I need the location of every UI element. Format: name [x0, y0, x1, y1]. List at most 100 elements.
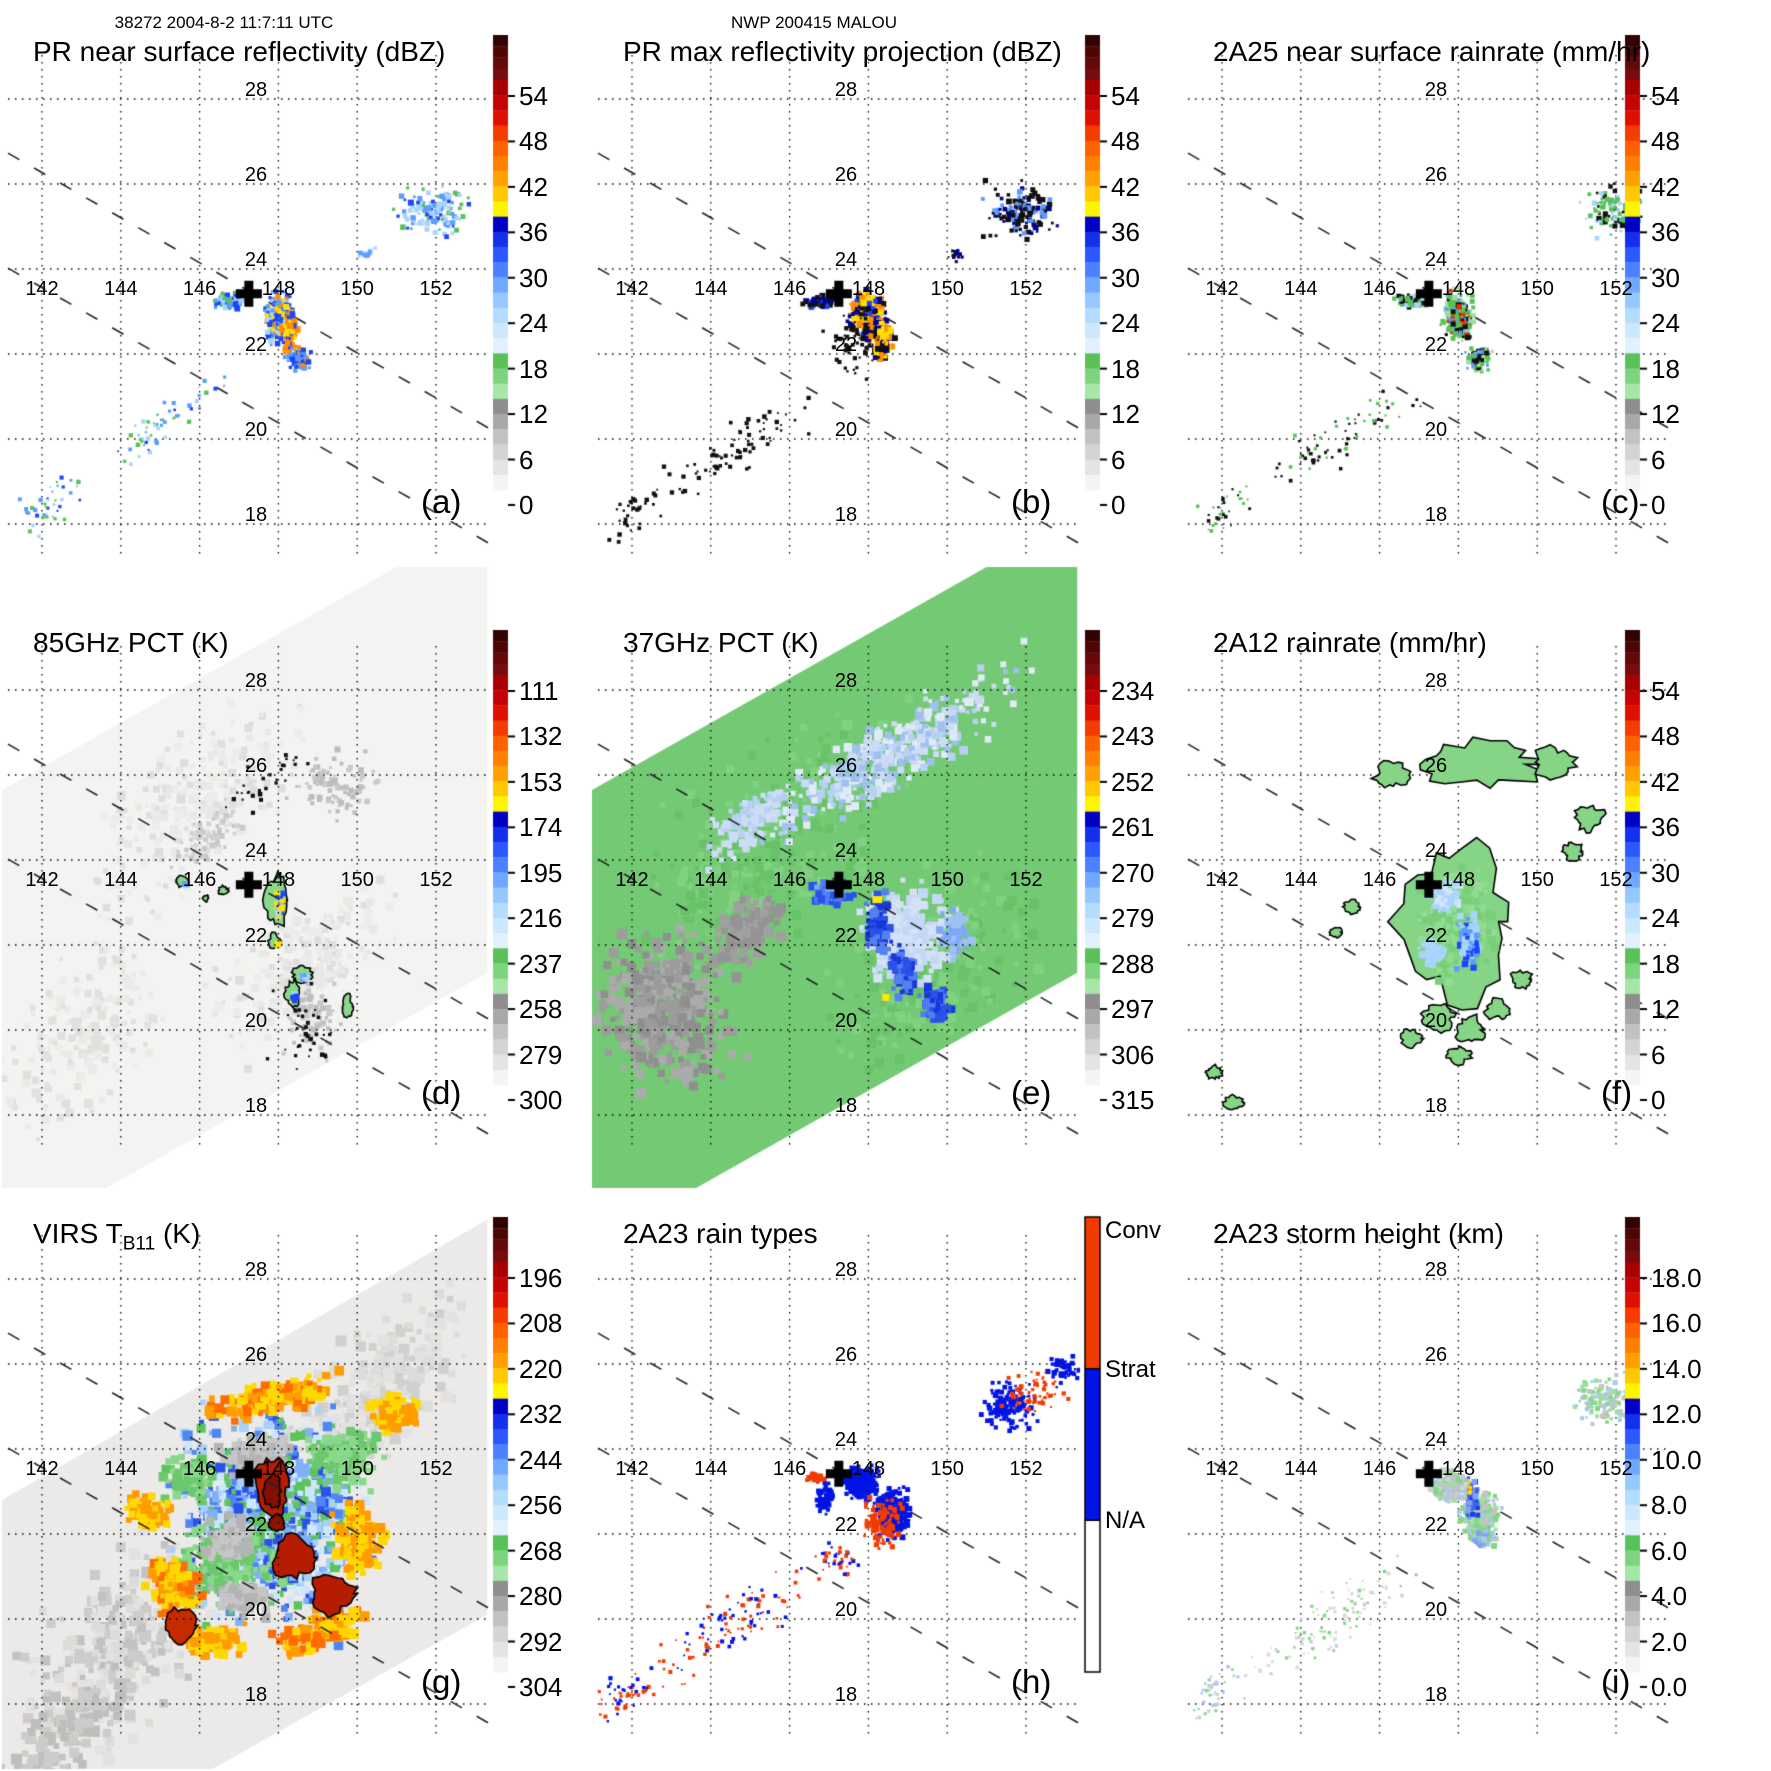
- colorbar-tick-label: 153: [519, 766, 563, 797]
- panel-pr-near-surface-reflectivity: 38272 2004-8-2 11:7:11 UTC PR near surfa…: [0, 0, 590, 565]
- colorbar-tick-label: 4.0: [1651, 1581, 1688, 1612]
- colorbar-tick-label: 18: [1651, 353, 1680, 384]
- colorbar-tick-label: 297: [1111, 994, 1155, 1025]
- lon-tick-label: 142: [1205, 277, 1239, 300]
- colorbar-segment-label: N/A: [1105, 1507, 1146, 1535]
- colorbar-tick-label: 42: [1651, 171, 1680, 202]
- lat-tick-label: 28: [834, 79, 858, 101]
- lat-tick-label: 26: [244, 755, 268, 777]
- lon-tick-label: 152: [1009, 1457, 1043, 1480]
- map-canvas: [590, 0, 1180, 565]
- lat-tick-label: 26: [1424, 1344, 1448, 1366]
- colorbar-segment-label: Strat: [1105, 1355, 1156, 1383]
- panel-2a12-rainrate: 2A12 rainrate (mm/hr) (f) 142 144 146 148 15…: [1180, 565, 1771, 1190]
- colorbar-tick-label: 54: [519, 81, 548, 111]
- lat-tick-label: 26: [1424, 755, 1448, 777]
- lon-tick-label: 146: [182, 868, 217, 891]
- colorbar-tick-label: 216: [519, 903, 563, 934]
- lon-tick-label: 142: [25, 277, 59, 300]
- lat-tick-label: 24: [1424, 1429, 1448, 1451]
- lon-tick-label: 148: [851, 1457, 886, 1480]
- colorbar-tick-label: 16.0: [1651, 1308, 1702, 1339]
- colorbar-tick-label: 48: [1651, 721, 1680, 752]
- lat-tick-label: 18: [244, 504, 268, 526]
- lon-tick-label: 152: [419, 868, 453, 891]
- colorbar-tick-label: 30: [519, 262, 548, 293]
- lon-tick-label: 150: [1520, 277, 1554, 300]
- colorbar-tick-label: 258: [519, 994, 563, 1025]
- lat-tick-label: 18: [244, 1684, 268, 1706]
- lon-tick-label: 148: [261, 868, 296, 891]
- colorbar-tick-label: 6: [1651, 1039, 1666, 1070]
- orbit-timestamp-header: 38272 2004-8-2 11:7:11 UTC: [114, 13, 334, 32]
- colorbar-tick-label: 196: [519, 1263, 563, 1293]
- colorbar-tick-label: 243: [1111, 721, 1155, 752]
- lat-tick-label: 22: [1424, 925, 1448, 947]
- colorbar-segment-label: Conv: [1105, 1217, 1162, 1244]
- lon-tick-label: 152: [1599, 277, 1633, 300]
- colorbar-tick-label: 54: [1651, 81, 1680, 111]
- lat-tick-label: 18: [834, 1095, 858, 1117]
- colorbar-tick-label: 6: [519, 444, 534, 475]
- lat-tick-label: 20: [834, 419, 858, 441]
- colorbar-tick-label: 54: [1651, 676, 1680, 706]
- lon-tick-label: 146: [1362, 277, 1397, 300]
- lon-tick-label: 142: [615, 277, 649, 300]
- map-canvas: [1180, 1190, 1771, 1771]
- lat-tick-label: 18: [1424, 1684, 1448, 1706]
- lat-tick-label: 20: [244, 419, 268, 441]
- colorbar-tick-label: 30: [1111, 262, 1140, 293]
- colorbar-tick-label: 208: [519, 1308, 563, 1339]
- lon-tick-label: 150: [1520, 868, 1554, 891]
- panel-title: 2A12 rainrate (mm/hr): [1213, 627, 1487, 658]
- panel-letter: (b): [1011, 483, 1052, 520]
- lat-tick-label: 20: [1424, 419, 1448, 441]
- lon-tick-label: 152: [1599, 868, 1633, 891]
- colorbar-tick-label: 14.0: [1651, 1353, 1702, 1384]
- panel-37ghz-pct: 37GHz PCT (K) (e) 142 144 146 148 150 152 28 26…: [590, 565, 1180, 1190]
- panel-2a25-rainrate: 2A25 near surface rainrate (mm/hr) (c) 1…: [1180, 0, 1771, 565]
- lon-tick-label: 148: [261, 277, 296, 300]
- colorbar-tick-label: 315: [1111, 1084, 1155, 1115]
- panel-letter: (g): [421, 1663, 462, 1700]
- lat-tick-label: 26: [834, 164, 858, 186]
- panel-2a23-rain-types: 2A23 rain types (h) 142 144 146 148 150 152 28…: [590, 1190, 1180, 1771]
- lon-tick-label: 152: [1009, 868, 1043, 891]
- lat-tick-label: 28: [834, 670, 858, 692]
- colorbar-tick-label: 2.0: [1651, 1626, 1688, 1657]
- panel-title: 85GHz PCT (K): [33, 627, 229, 658]
- colorbar-tick-label: 279: [519, 1039, 563, 1070]
- lon-tick-label: 142: [1205, 868, 1239, 891]
- colorbar-tick-label: 234: [1111, 676, 1155, 706]
- lon-tick-label: 144: [104, 277, 138, 300]
- panel-letter: (e): [1011, 1074, 1052, 1111]
- panel-title: PR near surface reflectivity (dBZ): [33, 36, 446, 67]
- lon-tick-label: 150: [930, 1457, 964, 1480]
- lat-tick-label: 24: [244, 1429, 268, 1451]
- panel-letter: (h): [1011, 1663, 1052, 1700]
- lon-tick-label: 146: [1362, 1457, 1397, 1480]
- colorbar-tick-label: 279: [1111, 903, 1155, 934]
- map-canvas: [590, 565, 1180, 1190]
- lat-tick-label: 20: [1424, 1010, 1448, 1032]
- lat-tick-label: 22: [244, 334, 268, 356]
- lon-tick-label: 148: [1441, 868, 1476, 891]
- colorbar-tick-label: 12: [519, 399, 548, 430]
- colorbar-tick-label: 54: [1111, 81, 1140, 111]
- colorbar-tick-label: 252: [1111, 766, 1155, 797]
- colorbar-tick-label: 232: [519, 1399, 563, 1430]
- colorbar-tick-label: 6: [1111, 444, 1126, 475]
- lat-tick-label: 22: [1424, 1514, 1448, 1536]
- lon-tick-label: 144: [1284, 868, 1318, 891]
- panel-title: PR max reflectivity projection (dBZ): [623, 36, 1062, 67]
- lon-tick-label: 146: [772, 868, 807, 891]
- colorbar-tick-label: 12.0: [1651, 1399, 1702, 1430]
- storm-name-header: NWP 200415 MALOU: [731, 13, 897, 32]
- colorbar-tick-label: 306: [1111, 1039, 1155, 1070]
- colorbar-tick-label: 12: [1651, 994, 1680, 1025]
- lat-tick-label: 24: [834, 840, 858, 862]
- lon-tick-label: 152: [419, 277, 453, 300]
- panel-virs-tb11: VIRS TB11 (K) (g) 142 144 146 148 150 152 28 26…: [0, 1190, 590, 1771]
- lat-tick-label: 28: [244, 1259, 268, 1281]
- lat-tick-label: 24: [1424, 840, 1448, 862]
